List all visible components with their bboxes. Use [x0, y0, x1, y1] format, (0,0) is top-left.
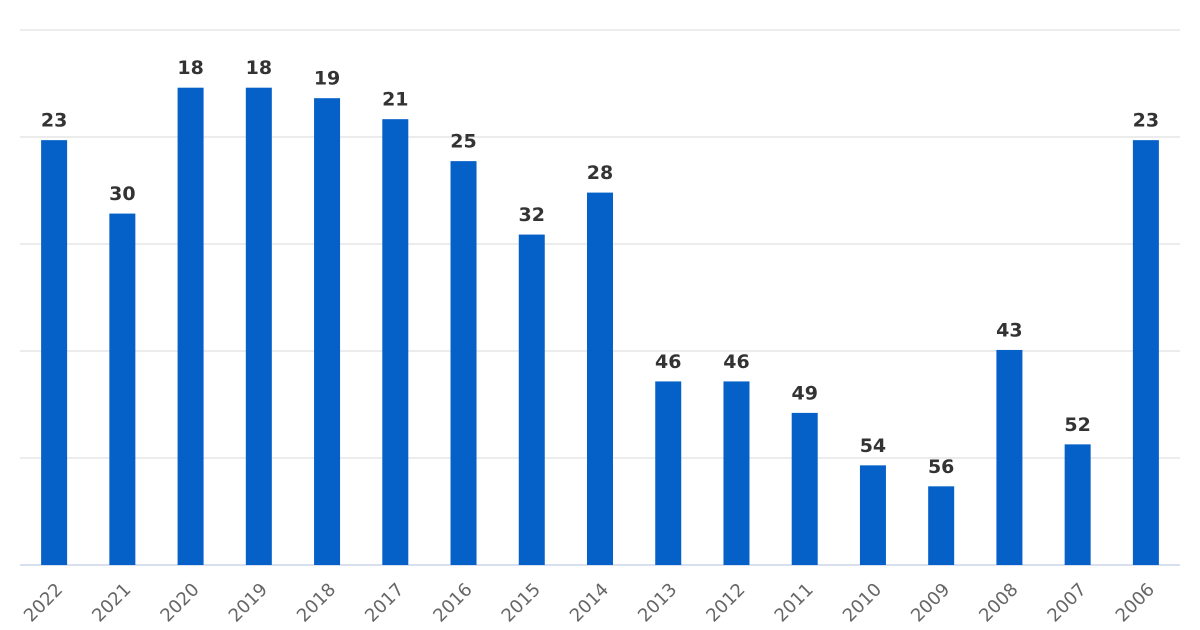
data-label: 32	[519, 204, 545, 226]
bar	[450, 161, 477, 566]
data-label: 28	[587, 162, 613, 184]
bar	[1132, 140, 1159, 565]
data-label: 43	[996, 319, 1022, 341]
x-tick-label: 2008	[975, 579, 1022, 626]
data-label: 23	[41, 110, 67, 132]
x-tick-label: 2022	[20, 579, 67, 626]
x-tick-label: 2018	[293, 579, 340, 626]
data-label: 25	[450, 131, 476, 153]
x-tick-label: 2017	[361, 579, 408, 626]
bar	[518, 234, 545, 565]
data-label: 23	[1133, 110, 1159, 132]
x-tick-label: 2021	[88, 579, 135, 626]
bar	[109, 213, 136, 565]
x-tick-label: 2011	[771, 579, 818, 626]
data-label: 49	[791, 382, 817, 404]
x-tick-label: 2010	[839, 579, 886, 626]
bar	[314, 98, 341, 565]
bar	[791, 412, 818, 565]
data-label: 56	[928, 456, 954, 478]
data-label: 19	[314, 68, 340, 90]
x-tick-label: 2014	[566, 579, 613, 626]
data-label: 46	[723, 351, 749, 373]
data-label: 46	[655, 351, 681, 373]
bar	[587, 192, 613, 566]
x-tick-label: 2016	[429, 579, 476, 626]
bar	[41, 140, 68, 565]
x-tick-label: 2015	[498, 579, 545, 626]
bar	[996, 349, 1023, 565]
bar	[245, 87, 272, 565]
bar	[177, 87, 204, 565]
data-label: 18	[177, 57, 203, 79]
bar	[928, 486, 955, 565]
x-tick-label: 2006	[1112, 579, 1159, 626]
data-label: 30	[109, 183, 135, 205]
bar	[1064, 444, 1091, 565]
bar	[723, 381, 750, 565]
x-tick-label: 2009	[907, 579, 954, 626]
x-tick-label: 2020	[156, 579, 203, 626]
data-label: 18	[246, 57, 272, 79]
x-tick-label: 2012	[702, 579, 749, 626]
data-label: 54	[860, 435, 886, 457]
data-label: 21	[382, 89, 408, 111]
bar	[655, 381, 682, 565]
bar	[859, 465, 886, 565]
data-label: 52	[1064, 414, 1090, 436]
x-tick-label: 2019	[225, 579, 272, 626]
x-tick-label: 2013	[634, 579, 681, 626]
bar	[382, 119, 409, 566]
x-tick-label: 2007	[1043, 579, 1090, 626]
